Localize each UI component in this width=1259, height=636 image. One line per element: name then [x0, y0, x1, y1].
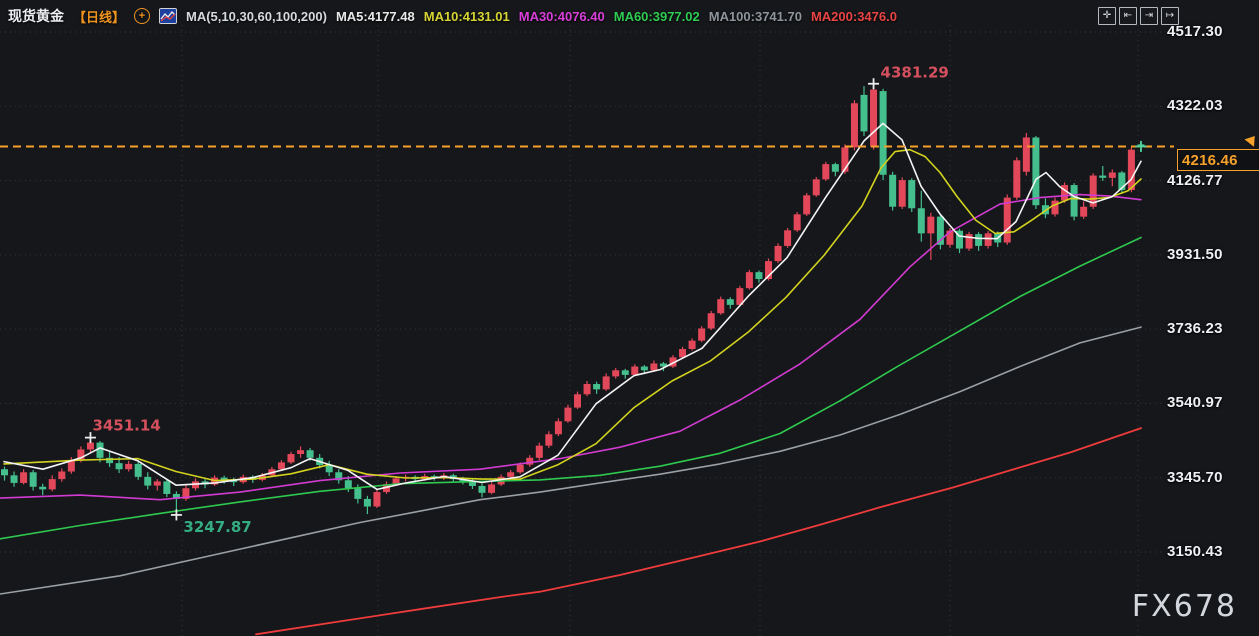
y-axis-label: 3150.43 [1167, 543, 1223, 560]
ma-line-MA10 [3, 148, 1142, 482]
ma60-value: MA60:3977.02 [613, 8, 700, 24]
y-axis-label: 3540.97 [1167, 394, 1223, 412]
ma-line-MA60 [0, 236, 1142, 540]
ma-line-MA200 [255, 427, 1142, 636]
chart-type-icon[interactable] [159, 8, 178, 24]
ma-line-MA30 [0, 193, 1142, 501]
annotation-3247.87: 3247.87 [183, 518, 251, 536]
current-price-tag: 4216.46 [1177, 149, 1259, 172]
extreme-markers [84, 78, 1147, 521]
scale-left-icon[interactable]: ⇤ [1119, 7, 1137, 25]
ma5-value: MA5:4177.48 [335, 8, 415, 24]
y-axis-label: 4322.03 [1167, 97, 1223, 115]
y-axis-label: 3736.23 [1167, 320, 1223, 338]
y-axis-label: 4517.30 [1167, 23, 1223, 40]
annotation-4381.29: 4381.29 [881, 64, 949, 82]
current-price-value: 4216.46 [1182, 151, 1238, 169]
ma-lines [0, 122, 1142, 636]
multi-layout-icon[interactable]: ✛ [1098, 7, 1116, 25]
ma100-value: MA100:3741.70 [708, 8, 802, 24]
price-axis[interactable]: 4517.30 4322.03 4126.77 3931.50 3736.23 3540.… [1150, 0, 1259, 636]
annotation-3451.14: 3451.14 [92, 417, 160, 435]
symbol-name: 现货黄金 [8, 8, 64, 24]
add-indicator-icon[interactable]: + [134, 8, 151, 24]
chart-toolbar: ✛ ⇤ ⇥ ↦ [1098, 7, 1179, 25]
go-latest-icon[interactable]: ↦ [1161, 7, 1179, 25]
y-axis-label: 3931.50 [1167, 245, 1223, 263]
ma30-value: MA30:4076.40 [518, 8, 605, 24]
scale-right-icon[interactable]: ⇥ [1140, 7, 1158, 25]
candles [1, 83, 1145, 515]
chart-header: 现货黄金 【日线】 + MA(5,10,30,60,100,200) MA5:4… [8, 6, 897, 26]
ma-settings-label: MA(5,10,30,60,100,200) [186, 8, 327, 24]
y-axis-label: 3345.70 [1167, 468, 1223, 486]
period-label: 【日线】 [73, 9, 126, 25]
grid-lines [0, 25, 1163, 636]
watermark: FX678 [1131, 589, 1237, 624]
ma-line-MA100 [0, 326, 1142, 595]
ma10-value: MA10:4131.01 [423, 8, 510, 24]
y-axis-label: 4126.77 [1167, 171, 1223, 189]
price-annotations: 3451.14 3247.87 4381.29 [92, 64, 948, 536]
ma-line-MA5 [3, 122, 1142, 491]
ma200-value: MA200:3476.0 [810, 8, 897, 24]
